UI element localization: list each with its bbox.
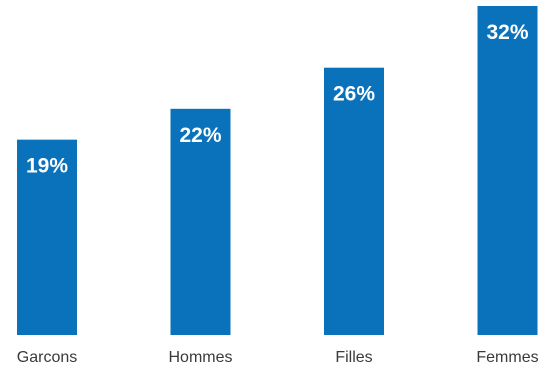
category-label-femmes: Femmes — [476, 349, 538, 366]
category-label-filles: Filles — [335, 349, 372, 366]
category-label-hommes: Hommes — [168, 349, 232, 366]
data-label-filles: 26% — [333, 83, 375, 106]
data-label-femmes: 32% — [486, 21, 528, 44]
bar-femmes — [477, 6, 538, 335]
category-label-garcons: Garcons — [17, 349, 77, 366]
data-label-garcons: 19% — [26, 155, 68, 178]
bar-hommes — [170, 108, 231, 335]
bar-filles — [324, 67, 384, 335]
data-label-hommes: 22% — [179, 124, 221, 147]
bar-garcons — [17, 139, 77, 335]
